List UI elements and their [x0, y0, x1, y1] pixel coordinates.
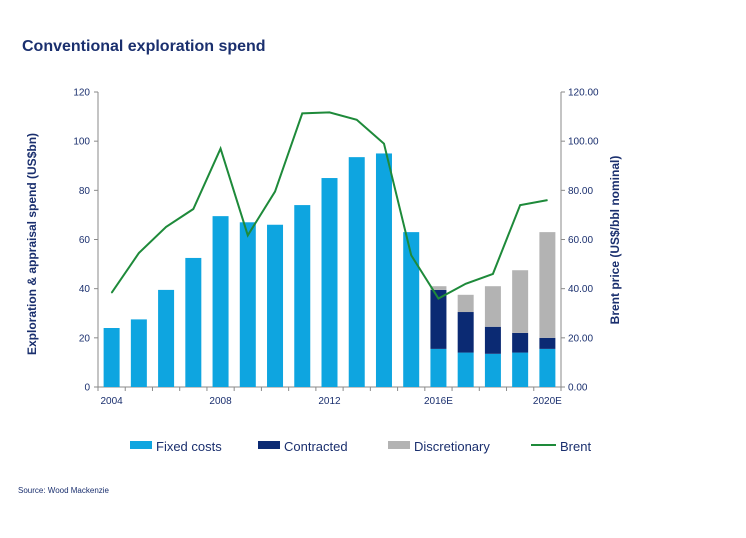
legend-label: Fixed costs	[156, 439, 222, 454]
contracted-bar	[457, 312, 474, 353]
y2-tick-label: 120.00	[568, 88, 599, 99]
legend-label: Brent	[560, 439, 591, 454]
fixed-costs-bar	[375, 153, 392, 387]
brent-point	[546, 199, 548, 201]
brent-point	[138, 252, 140, 254]
fixed-costs-bar	[103, 328, 120, 387]
y2-tick-label: 0.00	[568, 383, 588, 394]
brent-point	[220, 148, 222, 150]
y2-tick-label: 100.00	[568, 137, 599, 148]
discretionary-bar	[484, 286, 501, 327]
contracted-bar	[539, 337, 556, 349]
contracted-bar	[484, 326, 501, 354]
fixed-costs-bar	[158, 289, 175, 387]
brent-point	[111, 292, 113, 294]
brent-point	[465, 283, 467, 285]
contracted-bar	[512, 332, 529, 353]
brent-point	[492, 273, 494, 275]
source-note: Source: Wood Mackenzie	[18, 486, 110, 495]
y-tick-label: 60	[79, 235, 91, 246]
legend: Fixed costs Contracted Discretionary Brent	[130, 439, 591, 454]
y-tick-label: 80	[79, 186, 91, 197]
brent-point	[383, 143, 385, 145]
brent-point	[192, 208, 194, 210]
x-tick-label: 2004	[100, 396, 123, 407]
y2-tick-label: 20.00	[568, 333, 593, 344]
fixed-costs-bar	[130, 319, 147, 387]
brent-point	[356, 119, 358, 121]
chart-title: Conventional exploration spend	[22, 38, 266, 55]
fixed-costs-bar	[185, 257, 202, 387]
y2-tick-label: 60.00	[568, 235, 593, 246]
discretionary-bar	[457, 294, 474, 313]
fixed-costs-bar	[212, 216, 229, 387]
fixed-costs-bar	[403, 232, 420, 387]
legend-label: Discretionary	[414, 439, 490, 454]
y2-axis-label: Brent price (US$/bbl nominal)	[608, 156, 622, 325]
discretionary-bar	[512, 270, 529, 333]
brent-point	[247, 234, 249, 236]
y-axis-label: Exploration & appraisal spend (US$bn)	[25, 133, 39, 355]
brent-point	[274, 191, 276, 193]
y2-tick-label: 40.00	[568, 284, 593, 295]
y-tick-label: 20	[79, 333, 91, 344]
discretionary-bar	[430, 286, 447, 290]
plot-area: 0 20 40 60 80 100 120 0.00 20.00 40.00 60.00 80.00 1…	[73, 88, 599, 408]
legend-swatch	[388, 441, 410, 449]
fixed-costs-bar	[430, 348, 447, 387]
brent-point	[519, 204, 521, 206]
fixed-costs-bar	[457, 352, 474, 387]
y-tick-label: 100	[73, 137, 90, 148]
brent-point	[437, 298, 439, 299]
legend-label: Contracted	[284, 439, 348, 454]
fixed-costs-bar	[512, 352, 529, 387]
x-tick-label: 2012	[318, 396, 341, 407]
x-tick-label: 2008	[209, 396, 232, 407]
legend-swatch	[258, 441, 280, 449]
brent-point	[329, 111, 330, 113]
brent-point	[165, 226, 167, 228]
fixed-costs-bar	[267, 224, 284, 387]
fixed-costs-bar	[239, 222, 256, 387]
brent-point	[301, 112, 303, 114]
discretionary-bar	[539, 232, 556, 338]
fixed-costs-bar	[348, 157, 365, 387]
fixed-costs-bar	[484, 353, 501, 387]
contracted-bar	[430, 289, 447, 349]
y-tick-label: 0	[84, 383, 90, 394]
y-tick-label: 120	[73, 88, 90, 99]
fixed-costs-bar	[539, 348, 556, 387]
y2-tick-label: 80.00	[568, 186, 593, 197]
fixed-costs-bar	[294, 205, 311, 387]
legend-swatch	[130, 441, 152, 449]
x-tick-label: 2016E	[424, 396, 453, 407]
x-tick-label: 2020E	[533, 396, 562, 407]
y-tick-label: 40	[79, 284, 91, 295]
fixed-costs-bar	[321, 178, 338, 387]
brent-point	[410, 254, 412, 256]
